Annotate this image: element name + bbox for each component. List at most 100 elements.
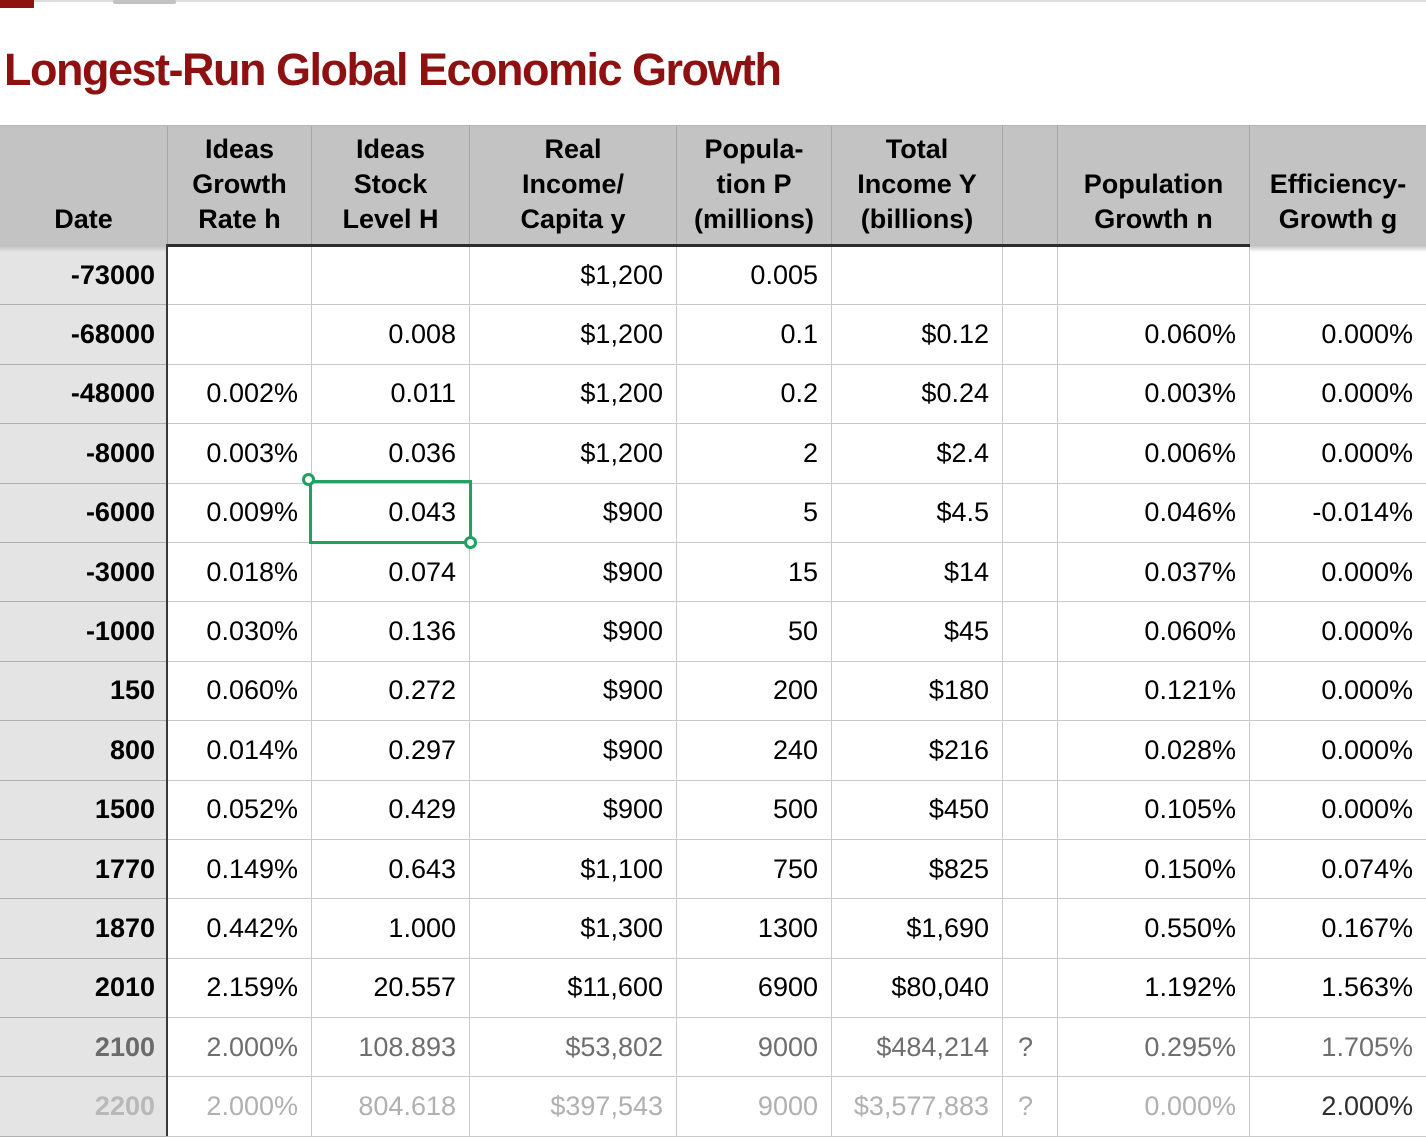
cell[interactable] [168, 246, 312, 306]
cell[interactable] [1003, 364, 1058, 425]
date-cell[interactable]: 2010 [0, 958, 168, 1019]
date-cell[interactable]: 800 [0, 721, 168, 781]
cell[interactable]: 1300 [677, 899, 832, 959]
header-cell-5[interactable] [1003, 126, 1058, 246]
scrollbar-thumb[interactable] [113, 0, 176, 4]
date-cell[interactable]: 1500 [0, 780, 168, 840]
cell[interactable]: 2.000% [1250, 1077, 1426, 1137]
header-cell-0[interactable]: Ideas Growth Rate h [168, 126, 312, 246]
cell[interactable]: 0.442% [168, 899, 312, 959]
cell[interactable]: 0.046% [1058, 483, 1250, 543]
cell[interactable]: 108.893 [312, 1018, 470, 1078]
cell[interactable]: 1.705% [1250, 1018, 1426, 1078]
cell[interactable]: 0.052% [168, 780, 312, 840]
cell[interactable]: $900 [470, 661, 677, 722]
cell[interactable]: 0.121% [1058, 661, 1250, 722]
cell[interactable]: 2.000% [168, 1018, 312, 1078]
cell[interactable] [1003, 899, 1058, 959]
cell[interactable]: $0.24 [832, 364, 1003, 425]
cell[interactable] [832, 246, 1003, 306]
selected-cell-border[interactable] [309, 480, 472, 544]
cell[interactable]: $825 [832, 839, 1003, 900]
cell[interactable]: 0.105% [1058, 780, 1250, 840]
date-cell[interactable]: 2200 [0, 1077, 168, 1137]
cell[interactable]: $900 [470, 780, 677, 840]
cell[interactable]: 0.074 [312, 542, 470, 603]
cell[interactable] [1003, 305, 1058, 365]
cell[interactable]: $0.12 [832, 305, 1003, 365]
cell[interactable]: $14 [832, 542, 1003, 603]
cell[interactable]: 0.006% [1058, 424, 1250, 484]
cell[interactable] [1058, 246, 1250, 306]
date-cell[interactable]: 1770 [0, 839, 168, 900]
cell[interactable]: 15 [677, 542, 832, 603]
cell[interactable]: 0.000% [1250, 661, 1426, 722]
cell[interactable]: 0.000% [1250, 721, 1426, 781]
cell[interactable]: 6900 [677, 958, 832, 1019]
cell[interactable]: $45 [832, 602, 1003, 662]
header-cell-date[interactable]: Date [0, 126, 168, 246]
cell[interactable]: 0.1 [677, 305, 832, 365]
cell[interactable]: $900 [470, 721, 677, 781]
cell[interactable]: 0.060% [1058, 602, 1250, 662]
cell[interactable]: 0.000% [1250, 602, 1426, 662]
date-cell[interactable]: -8000 [0, 424, 168, 484]
date-cell[interactable]: -6000 [0, 483, 168, 543]
header-cell-6[interactable]: Population Growth n [1058, 126, 1250, 246]
cell[interactable]: 1.192% [1058, 958, 1250, 1019]
cell[interactable]: 0.043 [312, 483, 470, 543]
cell[interactable]: $900 [470, 542, 677, 603]
cell[interactable]: 1.563% [1250, 958, 1426, 1019]
cell[interactable]: 50 [677, 602, 832, 662]
cell[interactable]: $216 [832, 721, 1003, 781]
cell[interactable]: 0.036 [312, 424, 470, 484]
cell[interactable] [1003, 661, 1058, 722]
cell[interactable]: 0.003% [1058, 364, 1250, 425]
cell[interactable]: 500 [677, 780, 832, 840]
cell[interactable]: 0.136 [312, 602, 470, 662]
cell[interactable]: $450 [832, 780, 1003, 840]
date-cell[interactable]: -73000 [0, 246, 168, 306]
cell[interactable]: $2.4 [832, 424, 1003, 484]
cell[interactable]: 0.060% [168, 661, 312, 722]
cell[interactable] [1003, 483, 1058, 543]
cell[interactable]: 0.011 [312, 364, 470, 425]
cell[interactable]: $397,543 [470, 1077, 677, 1137]
cell[interactable]: 0.018% [168, 542, 312, 603]
cell[interactable]: 0.028% [1058, 721, 1250, 781]
cell[interactable]: 0.014% [168, 721, 312, 781]
cell[interactable] [1003, 424, 1058, 484]
cell[interactable]: $900 [470, 483, 677, 543]
cell[interactable]: 9000 [677, 1077, 832, 1137]
cell[interactable]: $1,200 [470, 246, 677, 306]
cell[interactable]: $4.5 [832, 483, 1003, 543]
cell[interactable]: 0.149% [168, 839, 312, 900]
cell[interactable]: $1,200 [470, 364, 677, 425]
cell[interactable]: 0.297 [312, 721, 470, 781]
date-cell[interactable]: -68000 [0, 305, 168, 365]
cell[interactable]: 0.000% [1058, 1077, 1250, 1137]
cell[interactable]: 0.000% [1250, 364, 1426, 425]
date-cell[interactable]: -1000 [0, 602, 168, 662]
cell[interactable]: 0.000% [1250, 780, 1426, 840]
cell[interactable]: $1,300 [470, 899, 677, 959]
cell[interactable]: -0.014% [1250, 483, 1426, 543]
cell[interactable]: $484,214 [832, 1018, 1003, 1078]
cell[interactable] [1003, 542, 1058, 603]
cell[interactable]: $900 [470, 602, 677, 662]
cell[interactable]: 0.037% [1058, 542, 1250, 603]
cell[interactable]: $180 [832, 661, 1003, 722]
header-cell-4[interactable]: Total Income Y (billions) [832, 126, 1003, 246]
cell[interactable]: 0.643 [312, 839, 470, 900]
cell[interactable]: $1,690 [832, 899, 1003, 959]
cell[interactable]: 0.150% [1058, 839, 1250, 900]
cell[interactable]: 2.000% [168, 1077, 312, 1137]
header-cell-3[interactable]: Popula- tion P (millions) [677, 126, 832, 246]
cell[interactable]: 9000 [677, 1018, 832, 1078]
cell[interactable] [1003, 602, 1058, 662]
cell[interactable]: 750 [677, 839, 832, 900]
cell[interactable]: 0.272 [312, 661, 470, 722]
cell[interactable]: 0.429 [312, 780, 470, 840]
cell[interactable]: 2.159% [168, 958, 312, 1019]
cell[interactable]: 0.003% [168, 424, 312, 484]
